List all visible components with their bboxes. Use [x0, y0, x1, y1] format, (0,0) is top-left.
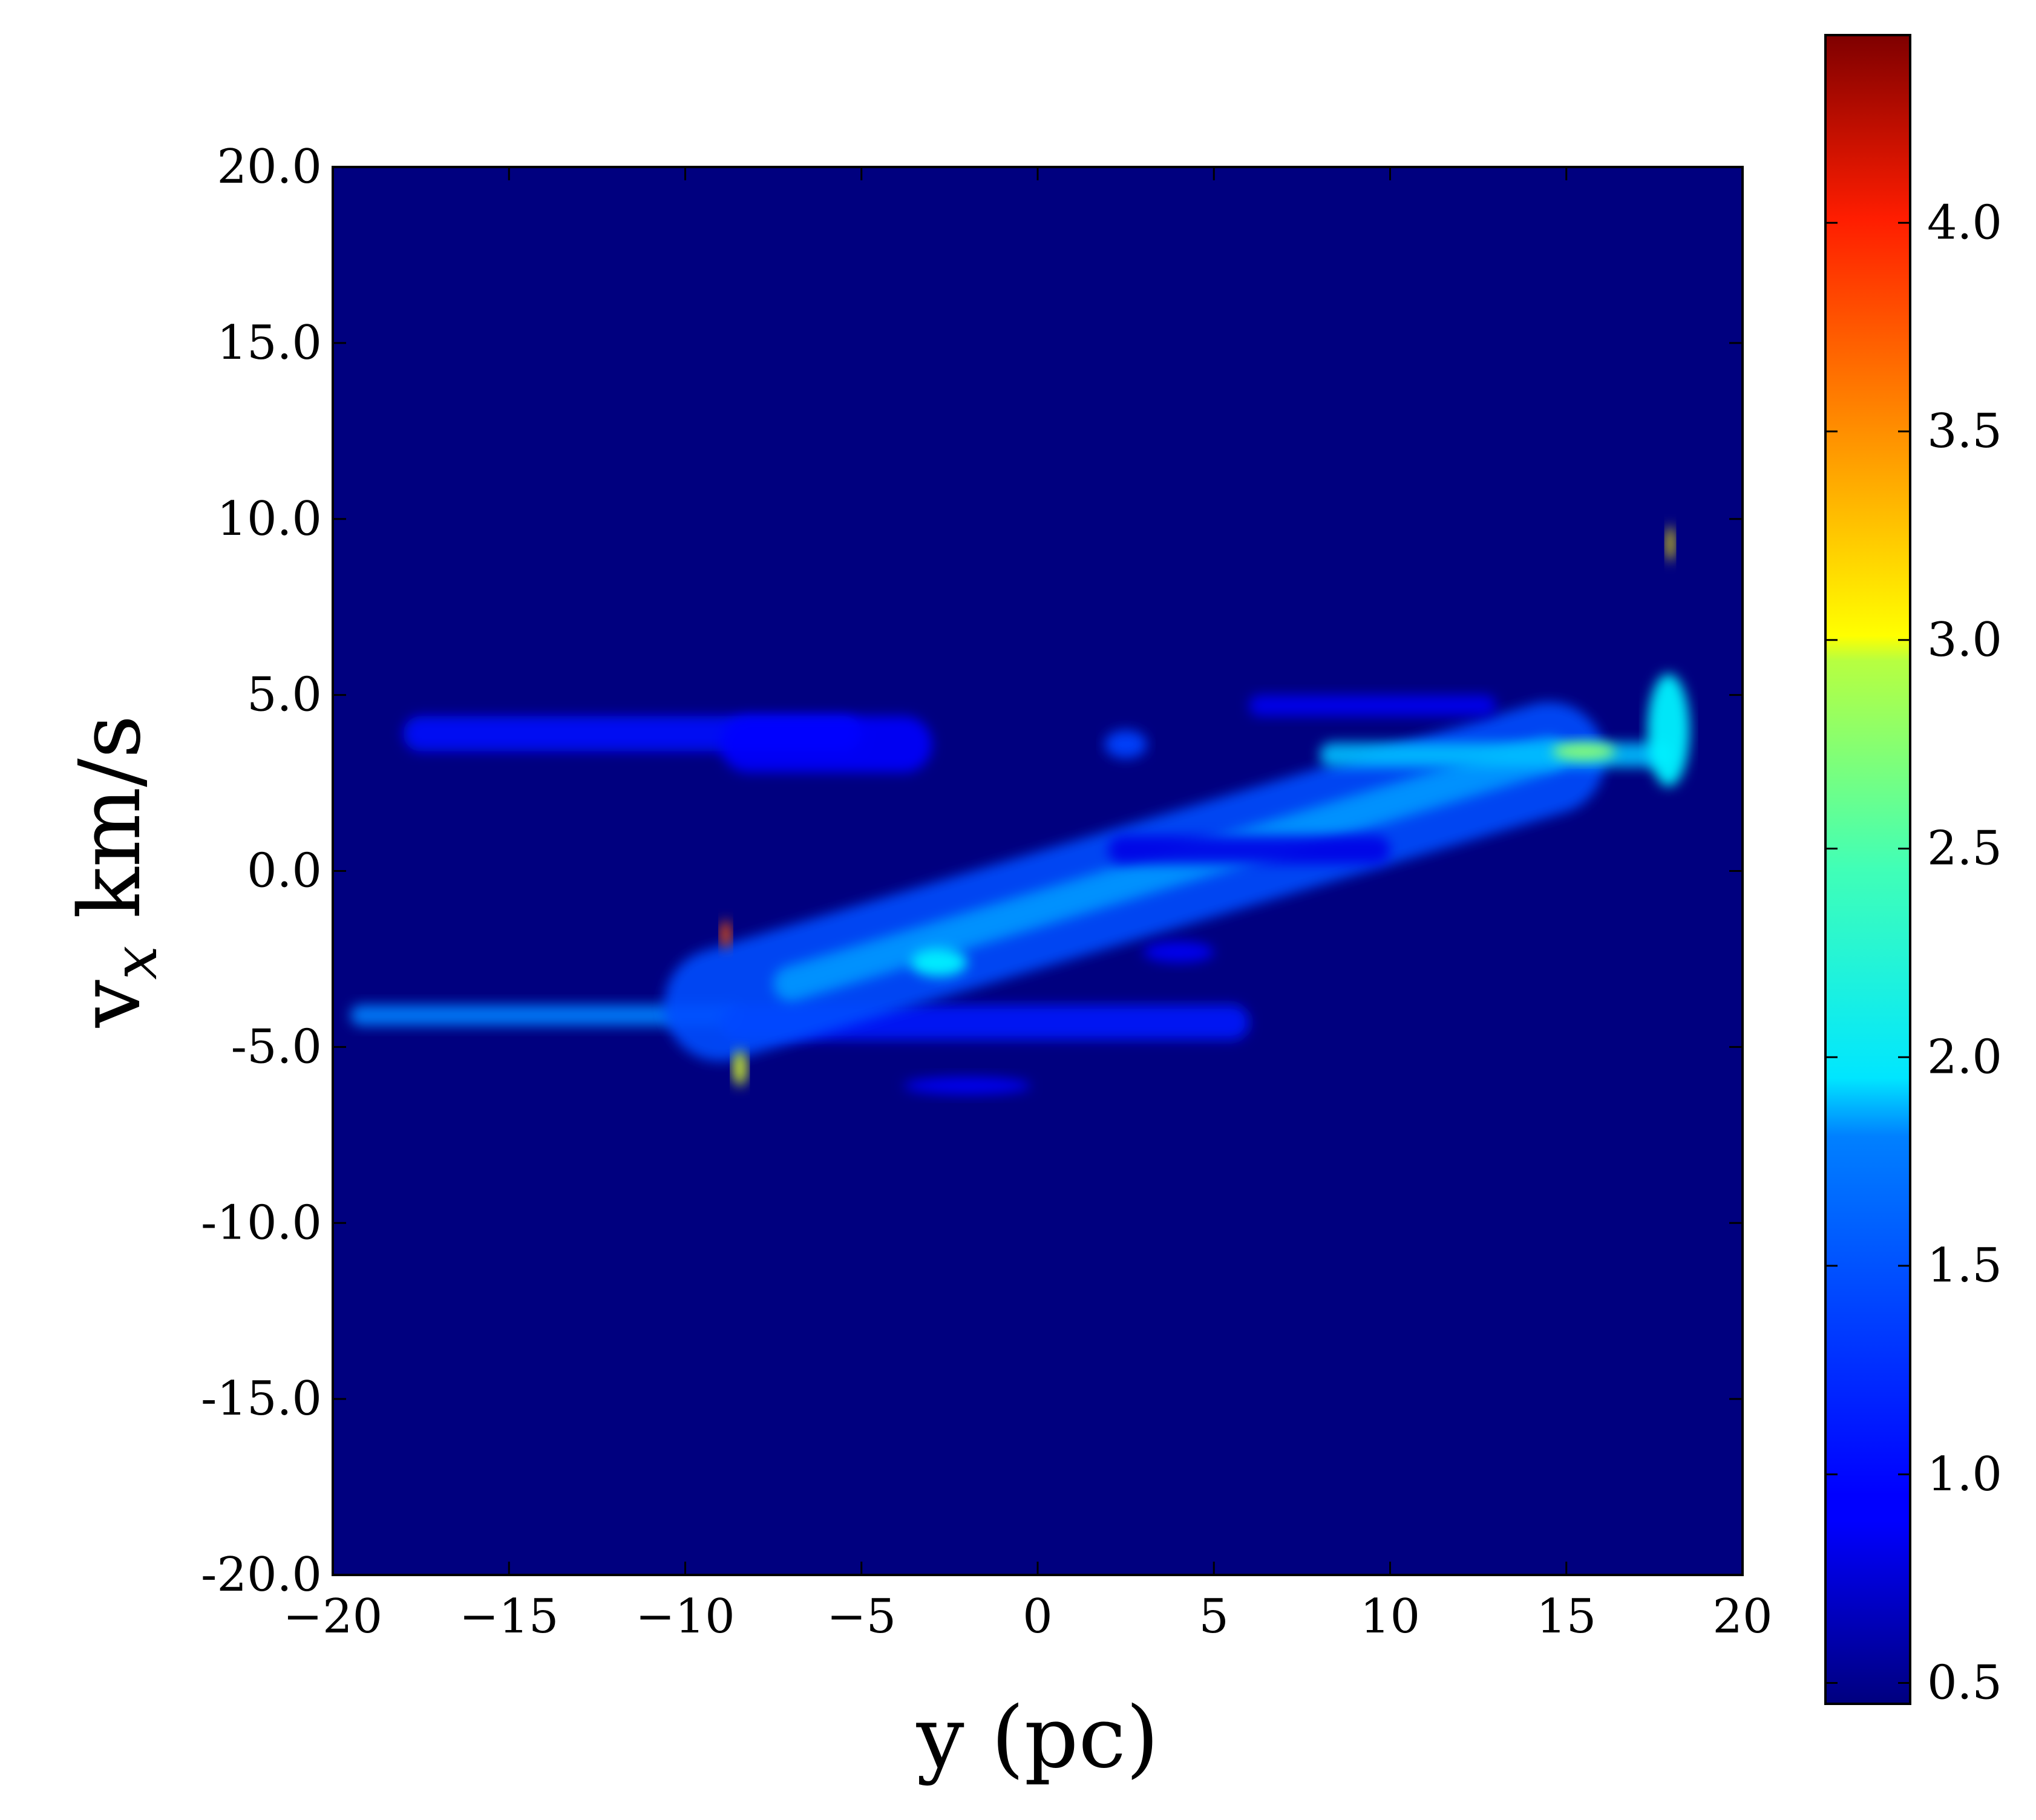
colorbar-ticks: 0.5 1.0 1.5 2.0 2.5 3.0 3.5 4.0	[1825, 195, 2002, 1710]
heatmap-feature-left-spike-lower-peak	[733, 1050, 747, 1086]
y-tick-label: 10.0	[217, 492, 322, 546]
heatmap-feature-upper-center-blob	[1104, 730, 1147, 759]
colorbar-tick-label: 3.0	[1927, 613, 2002, 667]
heatmap-feature-right-spike-upper-peak	[1666, 526, 1675, 561]
heatmap-feature-right-streak-hotspot	[1552, 742, 1616, 761]
heatmap-feature-left-spike-peak	[720, 920, 732, 949]
colorbar-tick-label: 1.5	[1927, 1239, 2002, 1293]
heatmap-feature-left-horizontal-streak	[350, 1004, 738, 1026]
x-axis-label: y (pc)	[916, 1689, 1159, 1787]
heatmap-feature-upper-middle-diffuse-arm	[720, 716, 932, 773]
heatmap-layer	[350, 470, 1690, 1179]
heatmap-blob	[1143, 941, 1214, 963]
heatmap-band	[350, 1004, 738, 1026]
y-axis-label-sub: x	[100, 946, 171, 980]
y-tick-label: 5.0	[247, 668, 322, 722]
x-tick-label: −20	[283, 1589, 383, 1644]
x-tick-label: −10	[635, 1589, 735, 1644]
heatmap-blob	[733, 1050, 747, 1086]
x-tick-label: 5	[1199, 1589, 1229, 1644]
y-tick-label: -5.0	[231, 1020, 322, 1074]
heatmap-band	[1249, 695, 1496, 716]
heatmap-blob	[1647, 673, 1690, 787]
y-tick-label: -20.0	[201, 1548, 322, 1602]
y-tick-label: -15.0	[201, 1372, 322, 1426]
colorbar-tick-label: 4.0	[1927, 195, 2002, 250]
heatmap-blob	[720, 920, 732, 949]
colorbar-tick-label: 0.5	[1927, 1656, 2002, 1710]
x-tick-label: −5	[827, 1589, 896, 1644]
heatmap-feature-central-bright-knot	[911, 948, 967, 977]
colorbar-tick-label: 1.0	[1927, 1447, 2002, 1502]
heatmap-blob	[1552, 742, 1616, 761]
heatmap-band	[1320, 742, 1672, 767]
x-tick-label: −15	[459, 1589, 559, 1644]
x-tick-label: 0	[1023, 1589, 1053, 1644]
heatmap-blob	[903, 1076, 1031, 1095]
y-axis-label-units: km/s	[61, 715, 160, 946]
heatmap-diagonal	[773, 737, 1566, 1001]
heatmap-feature-lower-right-faint-arc	[1108, 836, 1390, 864]
y-tick-label: 15.0	[217, 316, 322, 370]
colorbar-tick-label: 2.0	[1927, 1030, 2002, 1084]
y-tick-label: -10.0	[201, 1196, 322, 1250]
heatmap-band	[720, 716, 932, 773]
heatmap-feature-lower-mid-blob	[1143, 941, 1214, 963]
heatmap-band	[1108, 836, 1390, 864]
x-tick-label: 15	[1536, 1589, 1596, 1644]
y-axis-label: vx km/s	[61, 715, 171, 1029]
x-tick-label: 10	[1360, 1589, 1420, 1644]
colorbar-tick-label: 2.5	[1927, 822, 2002, 876]
heatmap-feature-lower-small-blob	[903, 1076, 1031, 1095]
y-axis-label-main: v	[61, 980, 160, 1028]
y-tick-label: 0.0	[247, 844, 322, 899]
colorbar-tick-label: 3.5	[1927, 404, 2002, 459]
y-tick-label: 20.0	[217, 140, 322, 194]
heatmap-feature-right-spike-cluster	[1647, 673, 1690, 787]
heatmap-feature-central-diagonal-core	[773, 737, 1566, 1001]
colorbar	[1824, 34, 1911, 1705]
heatmap-blob	[911, 948, 967, 977]
heatmap-feature-upper-right-faint-arc	[1249, 695, 1496, 716]
tick-layer: −20 −15 −10 −5 0 5 10 15 20 -20.0 -15.0 -10.0 -5.0 0.…	[201, 140, 1773, 1644]
heatmap-blob	[1666, 526, 1675, 561]
heatmap-feature-right-horizontal-streak	[1320, 742, 1672, 767]
x-tick-label: 20	[1712, 1589, 1772, 1644]
heatmap-blob	[1104, 730, 1147, 759]
